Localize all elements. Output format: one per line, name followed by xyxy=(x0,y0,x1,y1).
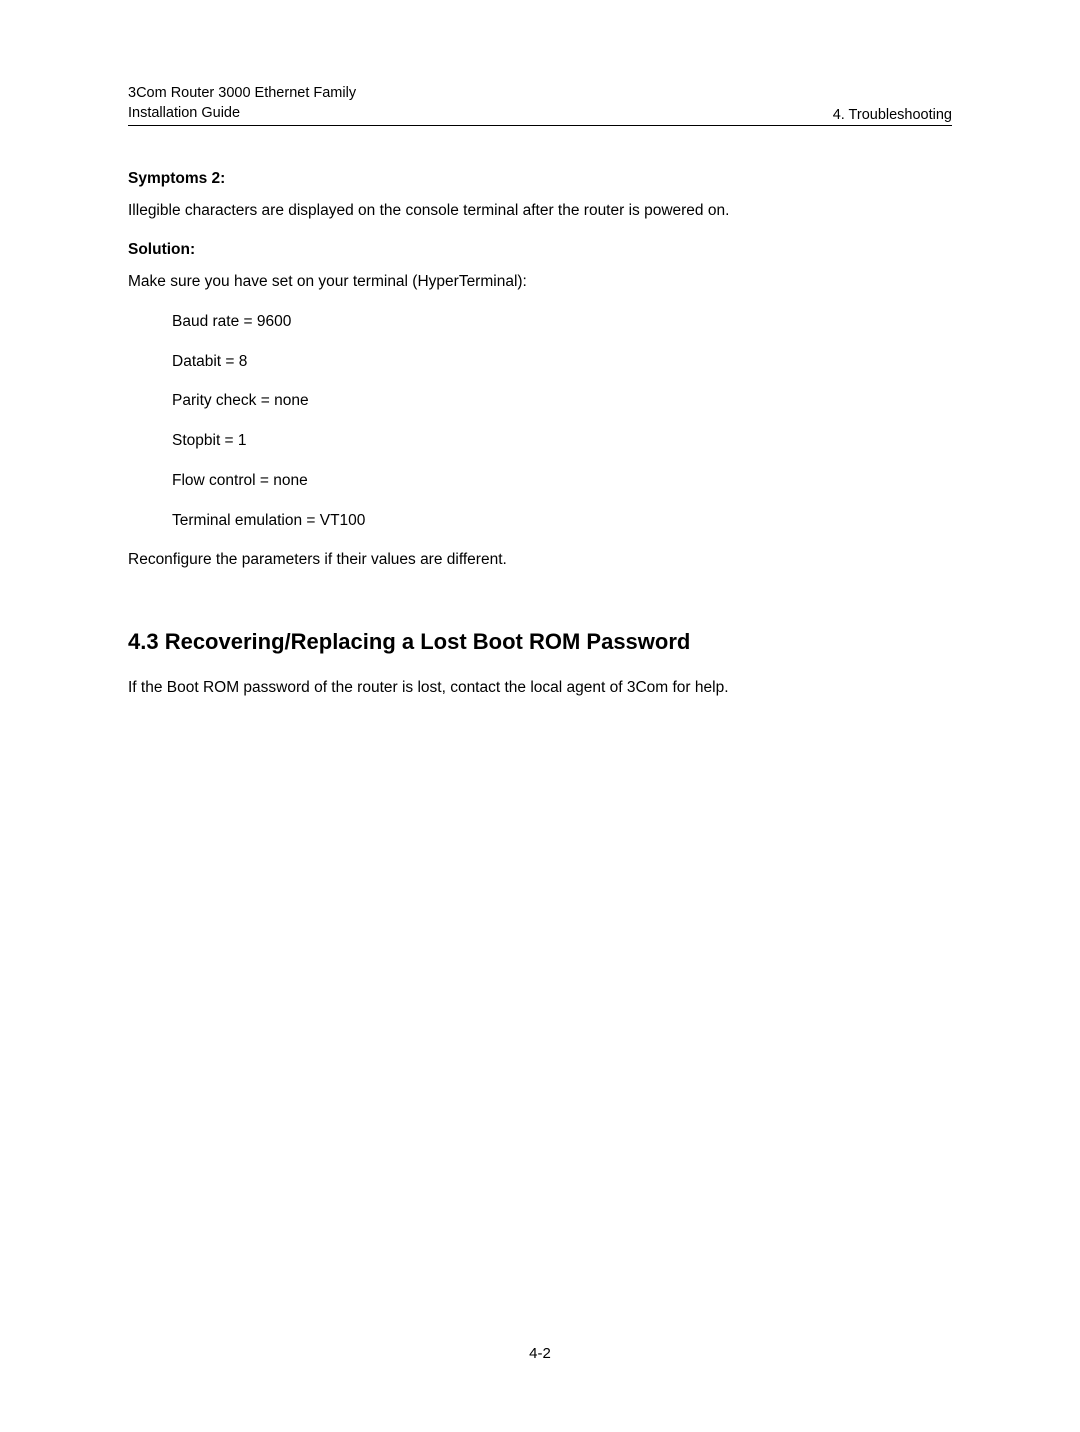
param-item: Baud rate = 9600 xyxy=(172,311,952,333)
symptoms-label: Symptoms 2: xyxy=(128,170,952,188)
symptoms-text: Illegible characters are displayed on th… xyxy=(128,200,952,222)
header-chapter: 4. Troubleshooting xyxy=(833,107,952,123)
solution-closing: Reconfigure the parameters if their valu… xyxy=(128,549,952,571)
page-footer: 4-2 xyxy=(0,1345,1080,1362)
page-number: 4-2 xyxy=(529,1345,551,1362)
header-title-line2: Installation Guide xyxy=(128,104,356,124)
param-item: Stopbit = 1 xyxy=(172,430,952,452)
param-item: Databit = 8 xyxy=(172,351,952,373)
param-item: Flow control = none xyxy=(172,470,952,492)
section-heading: 4.3 Recovering/Replacing a Lost Boot ROM… xyxy=(128,629,952,655)
solution-label: Solution: xyxy=(128,241,952,259)
param-item: Terminal emulation = VT100 xyxy=(172,510,952,532)
param-item: Parity check = none xyxy=(172,390,952,412)
page-header: 3Com Router 3000 Ethernet Family Install… xyxy=(128,84,952,126)
page-content: 3Com Router 3000 Ethernet Family Install… xyxy=(0,0,1080,699)
parameter-list: Baud rate = 9600 Databit = 8 Parity chec… xyxy=(172,311,952,531)
solution-intro: Make sure you have set on your terminal … xyxy=(128,271,952,293)
section-body: If the Boot ROM password of the router i… xyxy=(128,677,952,699)
header-left: 3Com Router 3000 Ethernet Family Install… xyxy=(128,84,356,123)
header-title-line1: 3Com Router 3000 Ethernet Family xyxy=(128,84,356,104)
